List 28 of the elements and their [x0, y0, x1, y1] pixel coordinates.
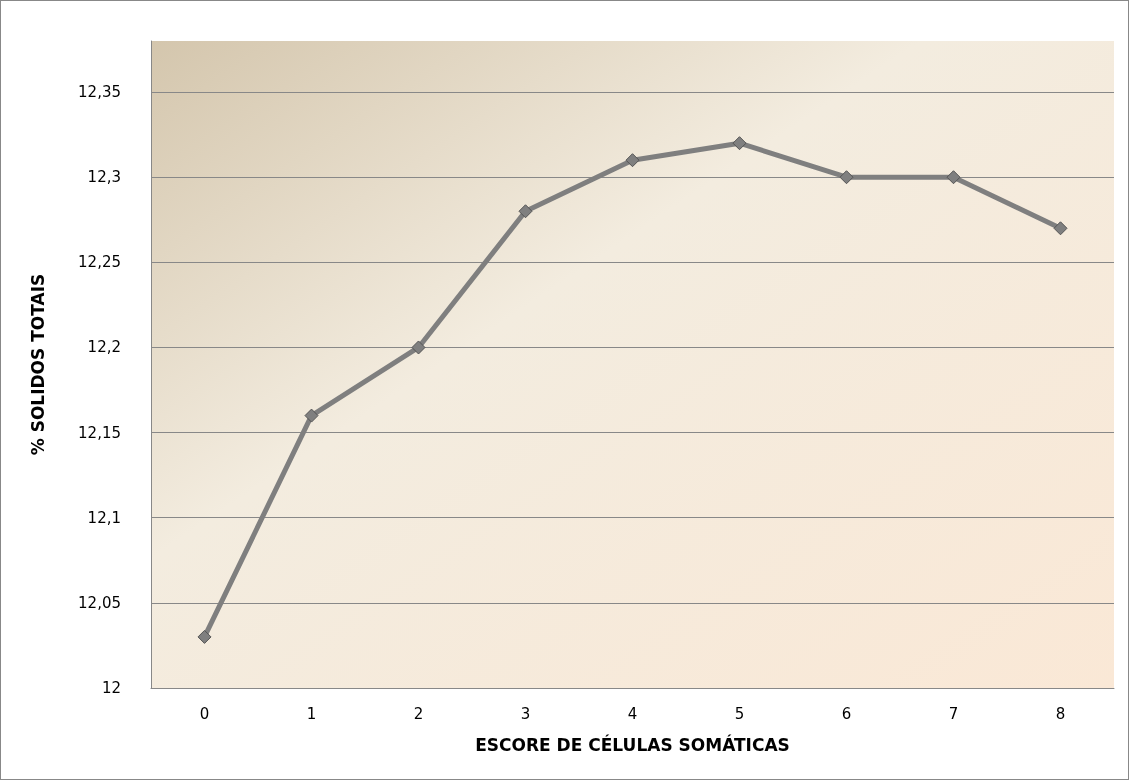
x-axis-title: ESCORE DE CÉLULAS SOMÁTICAS — [475, 733, 790, 755]
point — [625, 153, 640, 168]
point — [839, 170, 854, 185]
x-tick-label: 7 — [948, 704, 959, 723]
point — [732, 136, 747, 151]
y-tick-label: 12,3 — [87, 168, 121, 187]
y-tick-label: 12,05 — [78, 593, 121, 612]
x-tick-label: 6 — [841, 704, 852, 723]
x-tick-label: 4 — [627, 704, 638, 723]
x-tick-label: 3 — [520, 704, 531, 723]
point — [197, 629, 212, 644]
y-tick-label: 12,25 — [78, 253, 121, 272]
y-tick-label: 12,35 — [78, 83, 121, 102]
point — [304, 408, 319, 423]
point — [411, 340, 426, 355]
y-tick-label: 12,2 — [87, 338, 121, 357]
point — [946, 170, 961, 185]
y-tick-label: 12,1 — [87, 508, 121, 527]
point — [518, 204, 533, 219]
y-tick-label: 12,15 — [78, 423, 121, 442]
y-tick-label: 12 — [101, 679, 121, 697]
point — [1053, 221, 1068, 236]
x-tick-label: 2 — [413, 704, 424, 723]
y-axis-title: % SOLIDOS TOTAIS — [27, 273, 48, 456]
x-tick-label: 1 — [306, 704, 317, 723]
x-tick-label: 8 — [1055, 704, 1066, 723]
x-tick-label: 0 — [199, 704, 210, 723]
x-tick-label: 5 — [734, 704, 745, 723]
